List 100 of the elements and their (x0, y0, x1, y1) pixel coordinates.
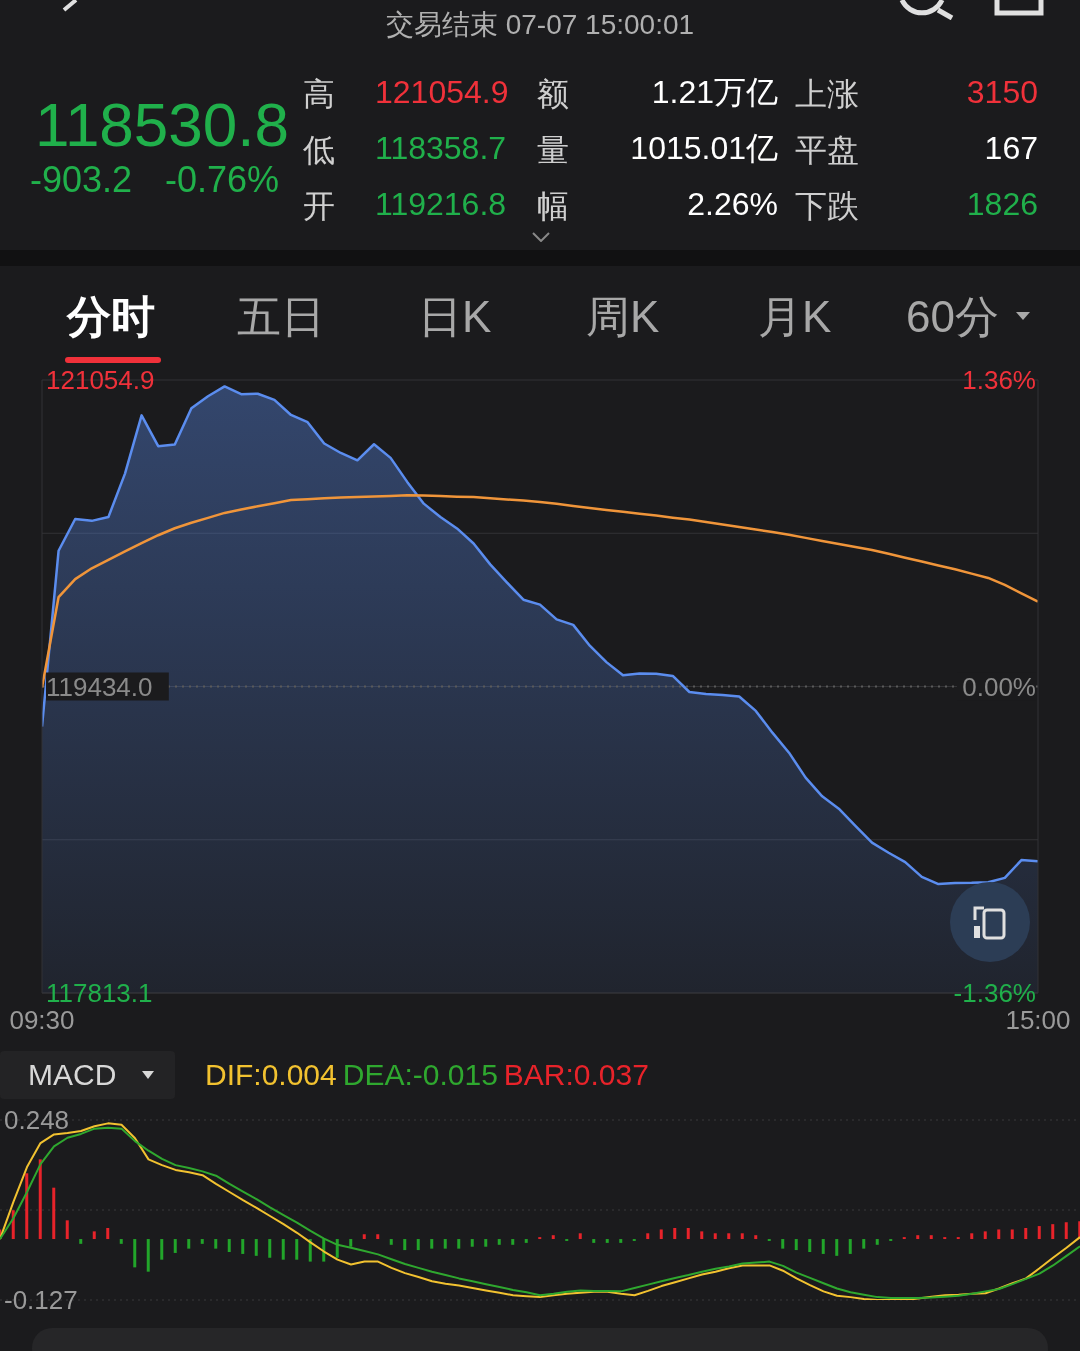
bar (295, 1239, 299, 1260)
y-tick-label: 117813.1 (46, 978, 153, 1008)
bar (970, 1233, 974, 1240)
y-tick-label: 119434.0 (46, 671, 153, 702)
bar (713, 1233, 717, 1240)
bar (200, 1239, 204, 1244)
bar (511, 1239, 515, 1245)
text: 低 (303, 131, 335, 170)
bar (457, 1239, 461, 1249)
bar (52, 1187, 56, 1240)
y2-tick-label: -1.36% (953, 978, 1036, 1008)
bar (727, 1233, 731, 1240)
bar (983, 1231, 987, 1240)
bar (254, 1239, 258, 1256)
bar (659, 1229, 663, 1240)
bar (349, 1239, 353, 1247)
y2-tick-label: 1.36% (962, 365, 1036, 395)
text: 118358.7 (375, 129, 507, 168)
text: 分时 (67, 291, 155, 343)
text: DEA:-0.015 (342, 1058, 498, 1092)
x-tick-label: 09:30 (9, 1005, 75, 1035)
text: 121054.9 (375, 73, 509, 112)
text: 周K (586, 291, 660, 343)
bar (848, 1239, 852, 1254)
bar (79, 1239, 83, 1244)
bar (443, 1239, 447, 1249)
bar (524, 1239, 528, 1243)
bar (781, 1239, 785, 1249)
text: -903.2 (30, 158, 133, 202)
bar (214, 1239, 218, 1249)
bar (740, 1233, 744, 1240)
bar (65, 1220, 69, 1240)
bar (281, 1239, 285, 1260)
bar (268, 1239, 272, 1258)
bar (187, 1239, 191, 1249)
bar (173, 1239, 177, 1253)
bar (578, 1233, 582, 1240)
text: 1015.01亿 (630, 129, 778, 168)
text: 平盘 (795, 131, 859, 170)
bar (119, 1239, 123, 1244)
text: 118530.8 (35, 89, 289, 161)
bar (389, 1239, 393, 1245)
bar (470, 1239, 474, 1247)
bar (160, 1239, 164, 1260)
chart-title: MACD (28, 1058, 117, 1092)
text: 五日 (237, 291, 325, 343)
y-tick-label: 0.248 (4, 1105, 70, 1135)
bar (497, 1239, 501, 1245)
text: 119216.8 (375, 185, 507, 224)
bar (92, 1231, 96, 1240)
bar (835, 1239, 839, 1256)
bar (362, 1234, 366, 1240)
bar (875, 1239, 879, 1245)
bar (997, 1229, 1001, 1240)
text: 月K (758, 291, 832, 343)
text: 1.21万亿 (651, 73, 778, 112)
text: 额 (537, 75, 569, 114)
bar (376, 1234, 380, 1240)
text: 3150 (966, 73, 1038, 112)
bar (646, 1233, 650, 1240)
bar (794, 1239, 798, 1251)
bar (1037, 1226, 1041, 1240)
bar (686, 1228, 690, 1240)
bar (821, 1239, 825, 1254)
bar (929, 1235, 933, 1240)
bar (133, 1239, 137, 1268)
text: 日K (418, 291, 492, 343)
text: -0.76% (165, 158, 280, 202)
text: 幅 (537, 187, 569, 226)
bar (673, 1228, 677, 1240)
bar (227, 1239, 231, 1252)
bar (430, 1239, 434, 1249)
bar (754, 1235, 758, 1240)
bar (808, 1239, 812, 1252)
y2-tick-label: 0.00% (962, 671, 1036, 702)
bar (1051, 1224, 1055, 1240)
text: 2.26% (687, 185, 778, 224)
bar (241, 1239, 245, 1254)
x-tick-label: 15:00 (1005, 1005, 1071, 1035)
bar (619, 1239, 623, 1243)
text: 60分 (906, 291, 999, 343)
bar (1010, 1229, 1014, 1240)
text: DIF:0.004 (205, 1058, 337, 1092)
y-tick-label: 121054.9 (46, 365, 155, 395)
bar (146, 1239, 150, 1272)
bar (484, 1239, 488, 1247)
bar (403, 1239, 407, 1251)
text: 167 (984, 129, 1038, 168)
bar (605, 1239, 609, 1243)
bar (38, 1159, 42, 1240)
bar (25, 1173, 29, 1240)
text: 开 (303, 187, 335, 226)
bar (1024, 1228, 1028, 1240)
text: BAR:0.037 (503, 1058, 649, 1092)
text: 高 (303, 75, 335, 114)
bar (862, 1239, 866, 1249)
bar (551, 1235, 555, 1240)
text: 下跌 (795, 187, 859, 226)
text: 量 (537, 131, 569, 170)
text: 1826 (966, 185, 1038, 224)
